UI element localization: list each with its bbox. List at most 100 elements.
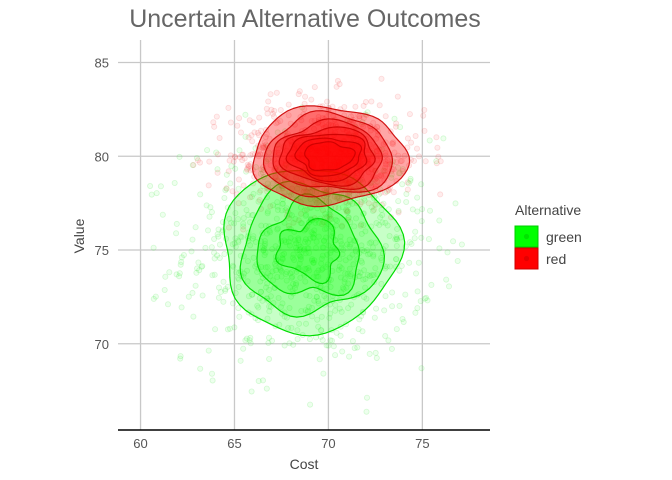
scatter-point-green xyxy=(235,216,242,223)
scatter-point-green xyxy=(371,314,378,321)
scatter-point-green xyxy=(327,310,334,317)
scatter-point-green xyxy=(346,243,353,250)
scatter-point-red xyxy=(376,173,383,180)
scatter-point-green xyxy=(248,212,255,219)
scatter-point-green xyxy=(290,280,297,287)
scatter-point-red xyxy=(295,91,302,98)
scatter-point-green xyxy=(364,271,371,278)
scatter-point-red xyxy=(397,158,404,165)
scatter-point-green xyxy=(208,370,215,377)
scatter-point-green xyxy=(202,244,209,251)
scatter-point-green xyxy=(217,288,224,295)
scatter-point-green xyxy=(309,160,316,167)
scatter-point-green xyxy=(274,206,281,213)
scatter-point-red xyxy=(382,149,389,156)
scatter-point-green xyxy=(285,238,292,245)
scatter-point-green xyxy=(235,276,242,283)
scatter-point-green xyxy=(265,339,272,346)
scatter-point-green xyxy=(348,301,355,308)
y-axis-label: Value xyxy=(71,218,87,253)
scatter-point-green xyxy=(363,394,370,401)
scatter-point-green xyxy=(209,272,216,279)
scatter-point-green xyxy=(358,230,365,237)
scatter-point-green xyxy=(328,215,335,222)
scatter-point-red xyxy=(316,149,323,156)
scatter-point-green xyxy=(255,304,262,311)
scatter-point-green xyxy=(418,218,425,225)
scatter-point-green xyxy=(326,186,333,193)
scatter-point-red xyxy=(244,161,251,168)
scatter-point-red xyxy=(325,143,332,150)
scatter-point-red xyxy=(277,118,284,125)
scatter-point-green xyxy=(283,268,290,275)
scatter-point-green xyxy=(282,270,289,277)
scatter-point-green xyxy=(406,239,413,246)
scatter-point-green xyxy=(264,208,271,215)
scatter-point-green xyxy=(260,246,267,253)
scatter-point-green xyxy=(269,246,276,253)
scatter-point-green xyxy=(372,239,379,246)
scatter-point-green xyxy=(346,265,353,272)
scatter-point-red xyxy=(270,113,277,120)
scatter-point-green xyxy=(229,241,236,248)
density-contour-green xyxy=(239,180,385,318)
scatter-point-green xyxy=(407,177,414,184)
scatter-point-red xyxy=(356,115,363,122)
scatter-point-green xyxy=(258,222,265,229)
scatter-point-red xyxy=(360,123,367,130)
scatter-point-green xyxy=(373,219,380,226)
scatter-point-red xyxy=(340,152,347,159)
scatter-point-green xyxy=(395,207,402,214)
scatter-point-red xyxy=(256,196,263,203)
scatter-point-green xyxy=(414,208,421,215)
scatter-point-green xyxy=(305,264,312,271)
scatter-point-red xyxy=(225,104,232,111)
scatter-point-red xyxy=(311,84,318,91)
scatter-point-green xyxy=(228,219,235,226)
scatter-point-green xyxy=(166,269,173,276)
scatter-point-green xyxy=(282,239,289,246)
scatter-point-green xyxy=(379,211,386,218)
tick-labels: 60 65 70 75 70 75 80 85 xyxy=(95,56,430,452)
scatter-point-green xyxy=(332,216,339,223)
scatter-point-red xyxy=(310,163,317,170)
scatter-point-green xyxy=(368,204,375,211)
scatter-point-green xyxy=(312,219,319,226)
scatter-point-green xyxy=(285,163,292,170)
scatter-point-green xyxy=(245,211,252,218)
scatter-point-red xyxy=(281,189,288,196)
scatter-point-green xyxy=(261,237,268,244)
scatter-point-red xyxy=(303,206,310,213)
scatter-point-green xyxy=(290,341,297,348)
scatter-point-green xyxy=(243,207,250,214)
scatter-point-green xyxy=(302,250,309,257)
scatter-point-green xyxy=(263,284,270,291)
scatter-point-red xyxy=(285,112,292,119)
scatter-point-red xyxy=(260,144,267,151)
scatter-point-green xyxy=(235,238,242,245)
scatter-point-red xyxy=(324,149,331,156)
scatter-point-green xyxy=(366,350,373,357)
scatter-point-red xyxy=(421,127,428,134)
scatter-point-green xyxy=(190,313,197,320)
scatter-point-green xyxy=(339,284,346,291)
scatter-point-green xyxy=(297,243,304,250)
scatter-point-green xyxy=(286,304,293,311)
scatter-point-green xyxy=(262,240,269,247)
scatter-point-green xyxy=(366,273,373,280)
scatter-point-green xyxy=(323,263,330,270)
scatter-point-red xyxy=(398,157,405,164)
legend-dot-green xyxy=(523,233,530,240)
scatter-point-green xyxy=(295,235,302,242)
scatter-point-green xyxy=(222,187,229,194)
scatter-point-green xyxy=(286,242,293,249)
x-tick-label: 70 xyxy=(321,436,335,451)
scatter-point-green xyxy=(292,281,299,288)
scatter-point-green xyxy=(406,259,413,266)
scatter-point-green xyxy=(189,289,196,296)
scatter-point-green xyxy=(297,253,304,260)
scatter-point-red xyxy=(273,120,280,127)
density-contour-green xyxy=(256,193,360,297)
scatter-point-green xyxy=(320,244,327,251)
scatter-point-green xyxy=(298,307,305,314)
